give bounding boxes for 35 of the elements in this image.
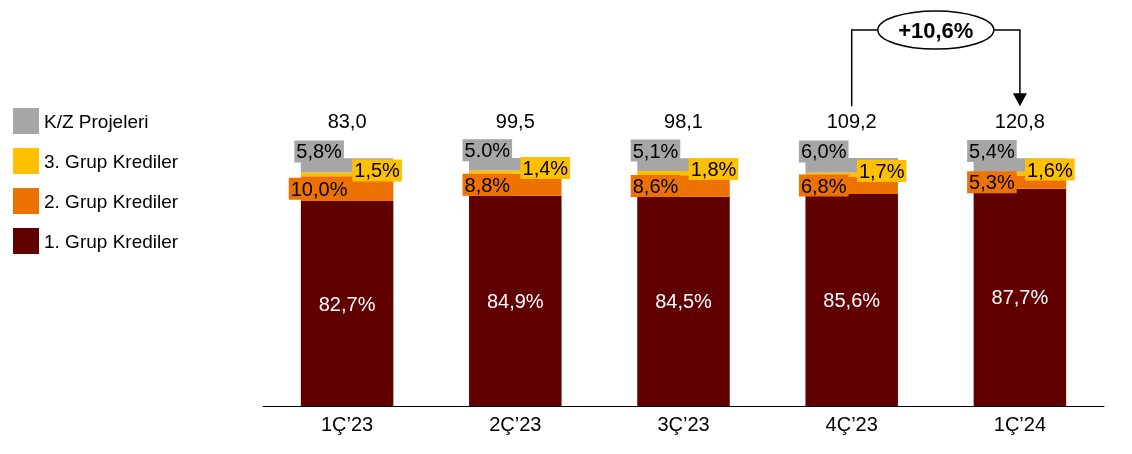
- data-label: 10,0%: [290, 177, 348, 200]
- data-label: 1,8%: [690, 158, 737, 181]
- x-tick-label: 3Ç’23: [657, 413, 710, 435]
- data-label: 84,9%: [486, 289, 544, 312]
- data-label: 85,6%: [823, 288, 881, 311]
- annotation: 83,0: [327, 110, 367, 133]
- data-label: 82,7%: [318, 292, 376, 315]
- data-label: 5.0%: [464, 139, 511, 162]
- data-label: 6,0%: [800, 140, 847, 163]
- data-label: 1,4%: [522, 157, 569, 180]
- annotation: 99,5: [495, 110, 535, 133]
- data-label: 5,1%: [632, 139, 679, 162]
- data-label: 5,8%: [296, 140, 343, 163]
- data-label: 8,6%: [632, 175, 679, 197]
- legend-label: K/Z Projeleri: [44, 110, 149, 132]
- data-label: 8,8%: [464, 173, 511, 196]
- data-label: 5,3%: [969, 171, 1015, 194]
- data-label: 1,5%: [354, 159, 401, 182]
- data-label: 84,5%: [655, 290, 713, 313]
- data-label: 6,8%: [800, 174, 847, 197]
- annotation: 109,2: [826, 110, 877, 133]
- x-tick-label: 1Ç’24: [993, 413, 1047, 435]
- data-label: 5,4%: [969, 139, 1015, 162]
- legend-label: 1. Grup Krediler: [44, 230, 179, 252]
- legend-label: 3. Grup Krediler: [44, 150, 179, 172]
- annotation: 98,1: [664, 110, 703, 133]
- x-tick-label: 2Ç’23: [489, 413, 542, 435]
- x-tick-label: 1Ç’23: [320, 413, 374, 435]
- data-label: 1,7%: [858, 159, 905, 182]
- text: +10,6%: [898, 18, 974, 43]
- annotation: 120,8: [994, 110, 1045, 133]
- x-tick-label: 4Ç’23: [825, 413, 878, 435]
- legend-label: 2. Grup Krediler: [44, 190, 179, 212]
- data-label: 1,6%: [1027, 158, 1073, 181]
- data-label: 87,7%: [991, 286, 1049, 309]
